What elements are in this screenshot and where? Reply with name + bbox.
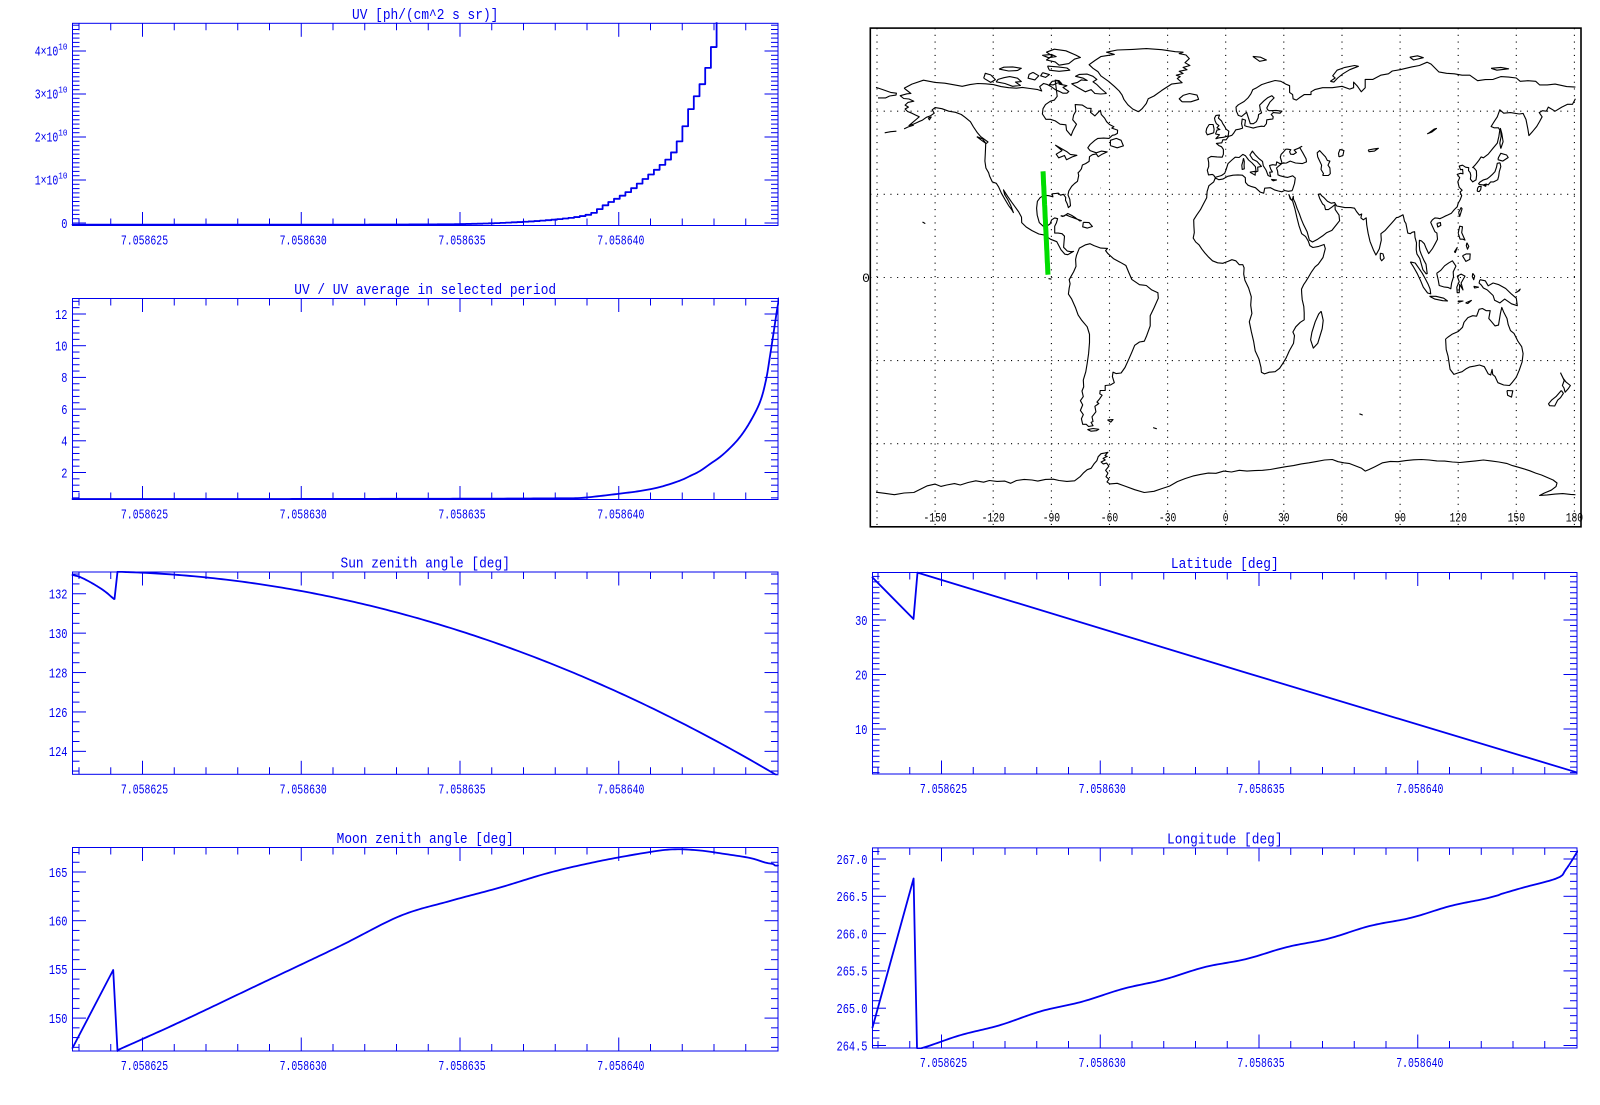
- svg-text:7.058640: 7.058640: [597, 234, 644, 250]
- svg-text:265.0: 265.0: [837, 1002, 868, 1018]
- svg-text:4: 4: [61, 435, 67, 451]
- svg-text:132: 132: [49, 588, 68, 604]
- svg-text:30: 30: [855, 614, 867, 630]
- svg-text:8: 8: [61, 371, 67, 387]
- svg-text:7.058625: 7.058625: [121, 783, 168, 799]
- svg-text:0: 0: [862, 271, 870, 286]
- svg-text:10: 10: [58, 128, 67, 139]
- svg-text:160: 160: [49, 915, 68, 931]
- svg-text:124: 124: [49, 745, 68, 761]
- svg-text:10: 10: [58, 85, 67, 96]
- svg-text:7.058640: 7.058640: [597, 508, 644, 524]
- svg-text:7.058635: 7.058635: [438, 783, 485, 799]
- svg-text:Latitude [deg]: Latitude [deg]: [1171, 557, 1279, 573]
- svg-text:7.058635: 7.058635: [1237, 782, 1284, 798]
- svg-text:2: 2: [61, 466, 67, 482]
- svg-text:7.058625: 7.058625: [121, 234, 168, 250]
- svg-text:7.058625: 7.058625: [920, 782, 967, 798]
- svg-text:20: 20: [855, 668, 867, 684]
- svg-text:-90: -90: [1043, 511, 1060, 526]
- svg-text:2×10: 2×10: [35, 132, 59, 147]
- svg-text:-150: -150: [924, 511, 947, 526]
- svg-text:0: 0: [61, 217, 67, 233]
- svg-text:7.058635: 7.058635: [438, 508, 485, 524]
- svg-text:4×10: 4×10: [35, 46, 59, 61]
- svg-text:128: 128: [49, 666, 68, 682]
- svg-text:7.058630: 7.058630: [280, 1059, 327, 1075]
- svg-text:7.058635: 7.058635: [438, 234, 485, 250]
- svg-text:7.058640: 7.058640: [597, 783, 644, 799]
- svg-text:7.058635: 7.058635: [1237, 1056, 1284, 1072]
- svg-text:6: 6: [61, 403, 67, 419]
- svg-text:-60: -60: [1101, 511, 1118, 526]
- svg-text:10: 10: [855, 723, 867, 739]
- svg-text:UV [ph/(cm^2 s sr)]: UV [ph/(cm^2 s sr)]: [352, 8, 498, 24]
- svg-text:3×10: 3×10: [35, 89, 59, 104]
- svg-text:266.5: 266.5: [837, 890, 868, 906]
- svg-text:90: 90: [1394, 511, 1406, 526]
- svg-text:165: 165: [49, 866, 68, 882]
- svg-text:Moon zenith angle [deg]: Moon zenith angle [deg]: [337, 832, 514, 848]
- svg-text:-120: -120: [982, 511, 1005, 526]
- svg-text:150: 150: [1508, 511, 1525, 526]
- svg-text:264.5: 264.5: [837, 1039, 868, 1055]
- svg-text:7.058630: 7.058630: [1079, 1056, 1126, 1072]
- svg-text:10: 10: [58, 171, 67, 182]
- svg-text:7.058625: 7.058625: [121, 1059, 168, 1075]
- svg-text:7.058640: 7.058640: [1396, 1056, 1443, 1072]
- svg-text:130: 130: [49, 627, 68, 643]
- svg-text:1×10: 1×10: [35, 175, 59, 190]
- svg-text:267.0: 267.0: [837, 853, 868, 869]
- svg-text:Longitude [deg]: Longitude [deg]: [1167, 832, 1283, 848]
- svg-text:155: 155: [49, 963, 68, 979]
- svg-text:30: 30: [1278, 511, 1290, 526]
- svg-text:7.058625: 7.058625: [920, 1056, 967, 1072]
- svg-text:7.058630: 7.058630: [280, 234, 327, 250]
- svg-text:Sun zenith angle [deg]: Sun zenith angle [deg]: [341, 557, 510, 573]
- svg-text:12: 12: [55, 308, 67, 324]
- svg-text:60: 60: [1336, 511, 1348, 526]
- svg-text:7.058635: 7.058635: [438, 1059, 485, 1075]
- svg-text:180: 180: [1566, 511, 1583, 526]
- svg-text:265.5: 265.5: [837, 965, 868, 981]
- svg-text:7.058630: 7.058630: [280, 508, 327, 524]
- svg-text:7.058630: 7.058630: [280, 783, 327, 799]
- svg-text:120: 120: [1450, 511, 1467, 526]
- svg-text:-30: -30: [1159, 511, 1176, 526]
- svg-text:7.058625: 7.058625: [121, 508, 168, 524]
- svg-text:150: 150: [49, 1012, 68, 1028]
- svg-text:7.058640: 7.058640: [597, 1059, 644, 1075]
- svg-text:UV / UV average in selected pe: UV / UV average in selected period: [294, 283, 556, 299]
- svg-text:7.058630: 7.058630: [1079, 782, 1126, 798]
- svg-text:266.0: 266.0: [837, 927, 868, 943]
- svg-text:126: 126: [49, 706, 68, 722]
- svg-text:7.058640: 7.058640: [1396, 782, 1443, 798]
- svg-text:10: 10: [58, 42, 67, 53]
- svg-text:10: 10: [55, 340, 67, 356]
- svg-text:0: 0: [1223, 511, 1229, 526]
